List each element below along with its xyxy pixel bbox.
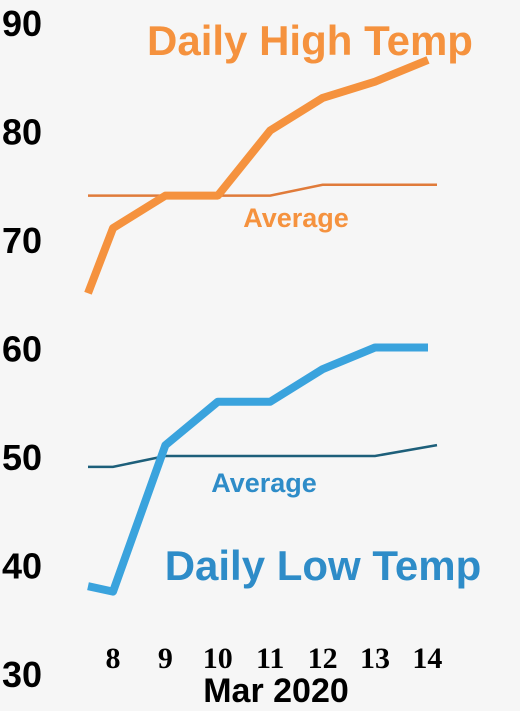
low-average-line	[88, 443, 438, 469]
y-axis-ticks: 90 80 70 60 50 40 30	[2, 3, 42, 695]
series-lines	[84, 56, 430, 596]
y-tick-label: 70	[2, 220, 42, 261]
low-average-label: Average	[211, 468, 317, 498]
x-tick-label: 14	[412, 642, 442, 675]
x-tick-label: 9	[158, 642, 173, 675]
y-tick-label: 30	[2, 654, 42, 695]
y-tick-label: 50	[2, 437, 42, 478]
y-tick-label: 40	[2, 546, 42, 587]
x-tick-label: 10	[203, 642, 233, 675]
high-average-line	[88, 183, 437, 197]
x-tick-label: 13	[360, 642, 390, 675]
high-temp-title: Daily High Temp	[147, 17, 473, 64]
average-lines	[88, 183, 438, 469]
y-tick-label: 90	[2, 3, 42, 44]
x-tick-label: 11	[256, 642, 284, 675]
high-average-label: Average	[243, 203, 349, 233]
y-tick-label: 60	[2, 329, 42, 370]
x-axis-ticks: 8 9 10 11 12 13 14	[106, 642, 443, 675]
high-temp-series-line	[84, 56, 430, 295]
x-tick-label: 12	[308, 642, 338, 675]
low-temp-title: Daily Low Temp	[165, 542, 482, 589]
x-tick-label: 8	[106, 642, 121, 675]
low-temp-series-line	[87, 343, 428, 596]
x-axis-label: Mar 2020	[203, 672, 349, 710]
y-tick-label: 80	[2, 112, 42, 153]
